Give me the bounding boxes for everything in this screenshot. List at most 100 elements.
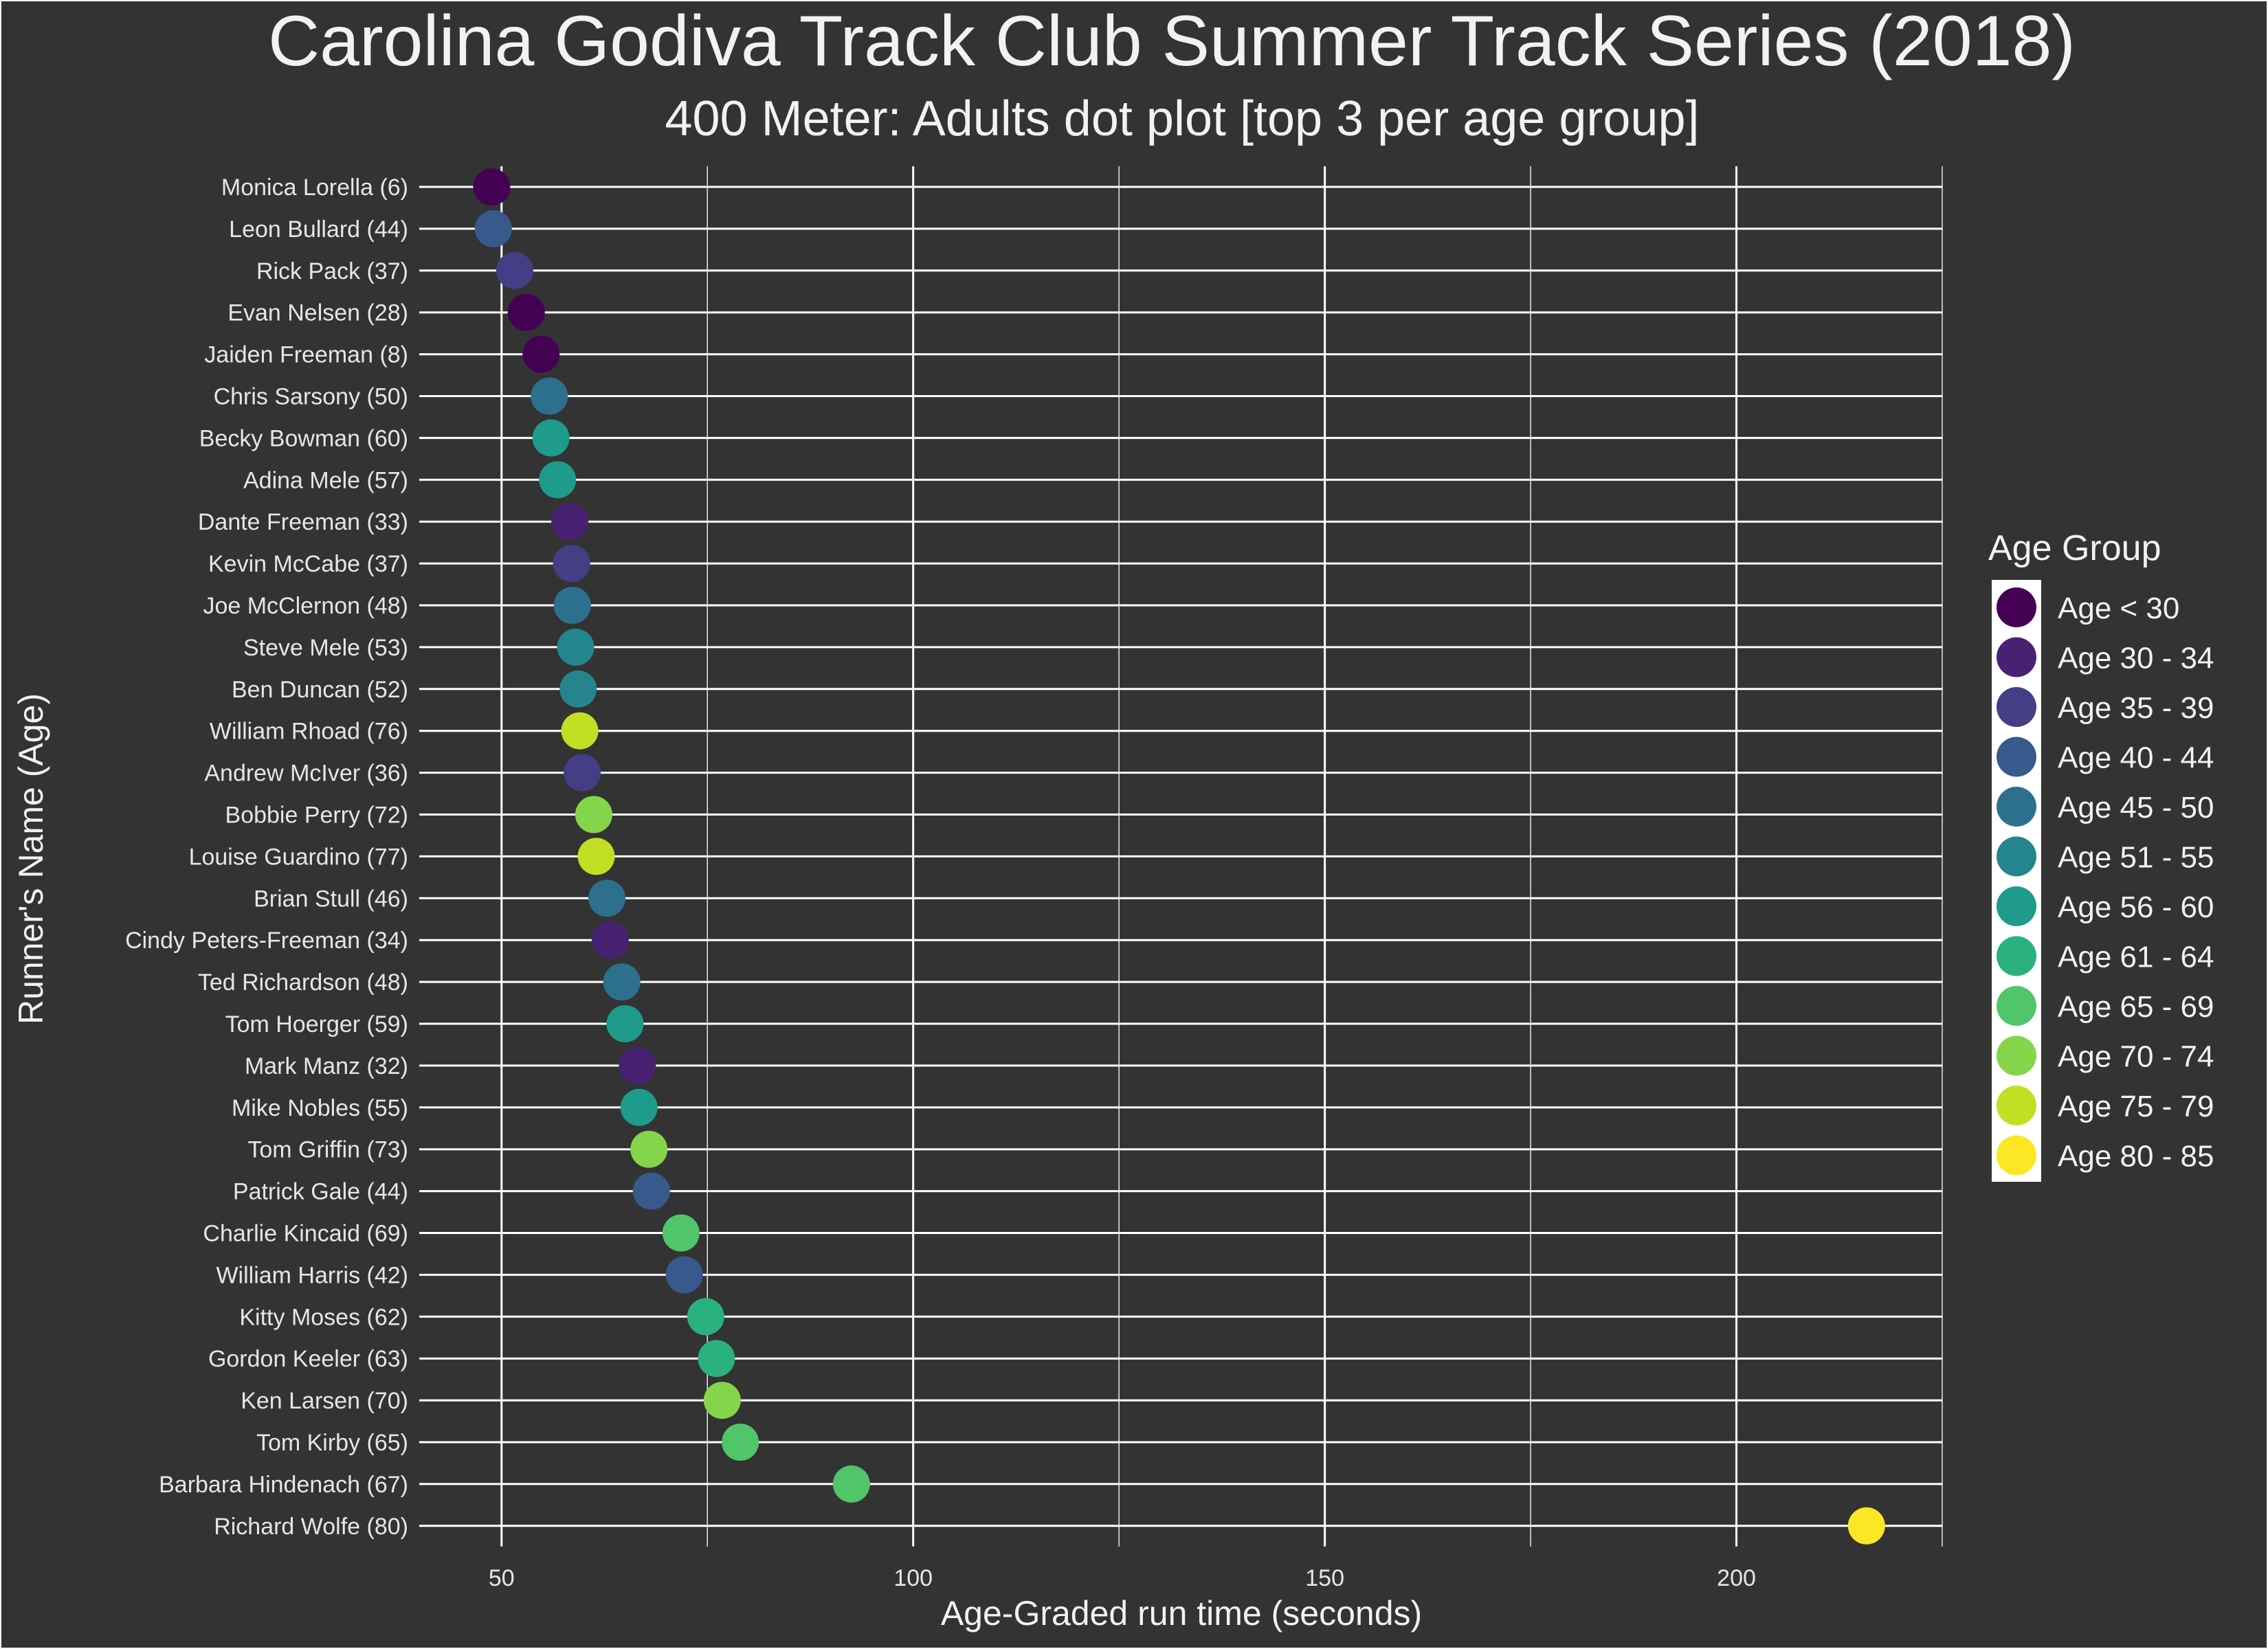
legend-key-dot [1997, 637, 2036, 677]
y-tick-label: Bobbie Perry (72) [225, 803, 408, 829]
data-point [532, 419, 570, 457]
legend-key-dot [1997, 986, 2036, 1026]
data-point [474, 210, 512, 247]
data-point [553, 545, 590, 583]
legend-key-dot [1997, 787, 2036, 827]
y-tick-label: Charlie Kincaid (69) [203, 1221, 408, 1247]
chart-title: Carolina Godiva Track Club Summer Track … [268, 1, 2076, 81]
legend-key-background [1992, 580, 2041, 1182]
legend-label: Age 40 - 44 [2058, 741, 2214, 775]
data-point [703, 1382, 741, 1420]
y-tick-label: Mike Nobles (55) [232, 1095, 408, 1121]
chart-subtitle: 400 Meter: Adults dot plot [top 3 per ag… [665, 91, 1699, 146]
y-tick-label: Richard Wolfe (80) [214, 1514, 408, 1540]
data-point [531, 377, 568, 415]
legend-label: Age 56 - 60 [2058, 890, 2214, 924]
data-point [606, 1005, 644, 1042]
data-point [522, 335, 560, 373]
data-point [620, 1088, 658, 1126]
legend-key-dot [1997, 687, 2036, 727]
data-point [557, 628, 594, 666]
x-tick-label: 200 [1717, 1565, 1756, 1591]
y-tick-label: Louise Guardino (77) [189, 844, 408, 870]
y-tick-label: Kevin McCabe (37) [208, 551, 408, 577]
y-tick-label: Monica Lorella (6) [221, 175, 408, 201]
y-axis-title: Runner's Name (Age) [12, 693, 50, 1024]
y-tick-label: Adina Mele (57) [243, 467, 408, 493]
data-point [832, 1465, 870, 1503]
legend-key-dot [1997, 1086, 2036, 1125]
data-point [539, 461, 577, 499]
data-point [507, 293, 545, 331]
legend-label: Age < 30 [2058, 592, 2179, 625]
data-points [473, 168, 1885, 1545]
x-axis-tick-labels: 50 100 150 200 [489, 1565, 1756, 1591]
data-point [698, 1340, 735, 1378]
data-point [496, 251, 533, 289]
data-point [722, 1424, 759, 1461]
legend-label: Age 70 - 74 [2058, 1040, 2214, 1074]
y-tick-label: Evan Nelsen (28) [227, 300, 408, 326]
legend-label: Age 65 - 69 [2058, 990, 2214, 1024]
y-tick-label: Barbara Hindenach (67) [159, 1472, 408, 1498]
data-point [473, 168, 511, 205]
y-tick-label: Chris Sarsony (50) [214, 384, 408, 410]
y-tick-label: Rick Pack (37) [256, 258, 408, 284]
data-point [553, 587, 591, 624]
legend-label: Age 45 - 50 [2058, 791, 2214, 824]
legend-label: Age 30 - 34 [2058, 642, 2214, 675]
y-tick-label: Leon Bullard (44) [229, 216, 408, 243]
legend-items: Age < 30 Age 30 - 34 Age 35 - 39 Age 40 - 4… [1997, 587, 2214, 1176]
y-tick-label: Ted Richardson (48) [198, 969, 408, 996]
legend-key-dot [1997, 1135, 2036, 1176]
legend-key-dot [1997, 836, 2036, 877]
legend-key-dot [1997, 737, 2036, 777]
y-tick-label: Tom Kirby (65) [256, 1430, 408, 1456]
legend: Age Group Age < 30 Age 30 - 34 Age 35 - 39… [1988, 528, 2214, 1182]
x-tick-label: 50 [489, 1565, 515, 1591]
legend-key-dot [1997, 936, 2036, 976]
y-tick-label: Patrick Gale (44) [233, 1179, 408, 1205]
data-point [632, 1172, 670, 1210]
data-point [619, 1046, 656, 1084]
x-axis-title: Age-Graded run time (seconds) [941, 1594, 1422, 1633]
y-tick-label: Cindy Peters-Freeman (34) [125, 928, 408, 954]
data-point [687, 1298, 724, 1336]
x-tick-label: 100 [893, 1565, 933, 1591]
legend-label: Age 80 - 85 [2058, 1140, 2214, 1174]
legend-key-dot [1997, 1035, 2036, 1076]
y-tick-label: Joe McClernon (48) [203, 593, 408, 619]
data-point [603, 963, 641, 1001]
data-point [551, 503, 589, 541]
data-point [665, 1256, 703, 1294]
data-point [564, 754, 601, 792]
y-tick-label: Kitty Moses (62) [239, 1304, 408, 1330]
y-tick-label: Gordon Keeler (63) [208, 1346, 408, 1372]
legend-label: Age 75 - 79 [2058, 1090, 2214, 1123]
legend-label: Age 51 - 55 [2058, 841, 2214, 875]
y-tick-label: Ben Duncan (52) [232, 677, 408, 703]
y-tick-label: Tom Griffin (73) [247, 1137, 408, 1163]
x-tick-label: 150 [1305, 1565, 1344, 1591]
y-tick-label: Ken Larsen (70) [241, 1388, 408, 1414]
y-tick-label: Mark Manz (32) [245, 1053, 408, 1079]
y-tick-label: Brian Stull (46) [254, 886, 408, 912]
y-axis-tick-labels: Monica Lorella (6) Leon Bullard (44) Rick … [125, 175, 408, 1540]
legend-label: Age 35 - 39 [2058, 691, 2214, 725]
y-tick-label: Andrew McIver (36) [204, 761, 408, 787]
data-point [630, 1130, 668, 1168]
data-point [561, 712, 599, 750]
data-point [588, 879, 626, 917]
y-tick-label: Tom Hoerger (59) [225, 1011, 408, 1037]
y-tick-label: William Harris (42) [216, 1262, 408, 1288]
y-tick-label: Jaiden Freeman (8) [204, 342, 408, 368]
legend-key-dot [1997, 886, 2036, 926]
legend-title: Age Group [1988, 528, 2161, 568]
data-point [575, 796, 612, 833]
data-point [559, 670, 597, 708]
y-tick-label: Dante Freeman (33) [198, 509, 408, 535]
legend-key-dot [1997, 587, 2036, 627]
